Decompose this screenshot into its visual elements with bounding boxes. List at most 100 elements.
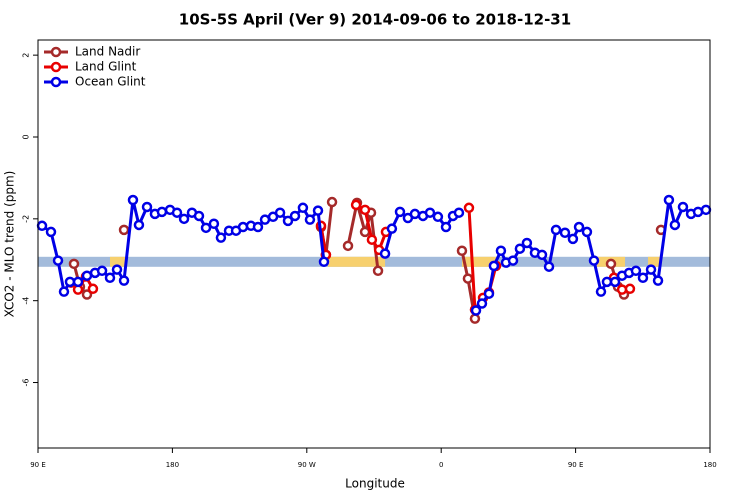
- legend-marker: [50, 46, 62, 58]
- data-point: [462, 273, 474, 284]
- data-point: [372, 265, 384, 277]
- data-point: [432, 211, 444, 223]
- data-point: [645, 264, 657, 275]
- data-point: [366, 234, 378, 245]
- x-tick-label: 90 W: [298, 461, 316, 469]
- data-point: [453, 207, 465, 218]
- data-point: [495, 245, 507, 257]
- data-point: [68, 258, 80, 270]
- data-point: [118, 275, 130, 286]
- data-point: [274, 207, 286, 218]
- data-point: [104, 272, 116, 284]
- data-point: [652, 275, 664, 286]
- data-point: [215, 232, 227, 243]
- data-point: [259, 214, 271, 225]
- data-point: [200, 222, 212, 234]
- chart-title: 10S-5S April (Ver 9) 2014-09-06 to 2018-…: [179, 11, 571, 29]
- data-point: [588, 255, 600, 266]
- data-point: [193, 210, 205, 222]
- y-tick-label: 0: [22, 134, 31, 139]
- data-point: [178, 213, 190, 225]
- data-point: [326, 196, 338, 208]
- data-point: [312, 205, 324, 216]
- data-point: [64, 276, 76, 288]
- y-tick-label: 2: [22, 53, 31, 58]
- data-point: [637, 272, 649, 284]
- legend-label: Land Nadir: [75, 45, 140, 59]
- data-point: [72, 276, 84, 288]
- data-point: [45, 226, 57, 238]
- y-tick-label: -2: [22, 215, 31, 223]
- land-band: [648, 256, 660, 267]
- data-point: [663, 194, 675, 206]
- data-point: [601, 276, 613, 288]
- data-point: [58, 286, 70, 297]
- data-point: [36, 220, 48, 232]
- x-tick-label: 0: [439, 461, 443, 469]
- data-point: [156, 206, 168, 218]
- y-axis-label: XCO2 - MLO trend (ppm): [3, 171, 17, 318]
- data-point: [514, 243, 526, 254]
- data-point: [521, 237, 533, 249]
- data-point: [304, 214, 316, 225]
- data-point: [141, 201, 153, 213]
- data-point: [669, 219, 681, 231]
- data-point: [127, 194, 139, 206]
- data-point: [289, 210, 301, 222]
- data-point: [394, 206, 406, 218]
- data-point: [476, 298, 488, 309]
- data-point: [440, 221, 452, 233]
- data-point: [386, 223, 398, 234]
- data-point: [536, 249, 548, 261]
- data-point: [456, 245, 468, 257]
- data-point: [237, 221, 249, 233]
- data-point: [133, 219, 145, 231]
- data-point: [81, 270, 93, 281]
- y-tick-label: -4: [22, 297, 31, 305]
- data-point: [118, 224, 130, 236]
- land-band: [109, 256, 126, 267]
- data-point: [595, 286, 607, 297]
- x-tick-label: 90 E: [30, 461, 46, 469]
- data-point: [677, 201, 689, 213]
- x-axis-label: Longitude: [345, 477, 405, 491]
- data-point: [318, 256, 330, 268]
- x-tick-label: 180: [166, 461, 179, 469]
- data-point: [297, 202, 309, 214]
- data-point: [630, 265, 642, 277]
- legend-marker: [50, 76, 62, 88]
- data-point: [282, 215, 294, 227]
- data-point: [350, 199, 362, 211]
- data-point: [409, 208, 421, 220]
- data-point: [507, 255, 519, 266]
- legend-marker: [50, 61, 62, 73]
- data-point: [469, 313, 481, 324]
- data-point: [171, 207, 183, 218]
- data-point: [87, 283, 99, 295]
- land-band: [461, 256, 498, 267]
- data-point: [624, 283, 636, 295]
- data-point: [379, 248, 391, 259]
- legend-label: Land Glint: [75, 60, 137, 74]
- plot-frame: [37, 39, 711, 449]
- data-point: [359, 226, 371, 238]
- x-tick-label: 90 E: [568, 461, 584, 469]
- data-point: [111, 264, 123, 275]
- land-band: [328, 256, 386, 267]
- y-tick-label: -6: [22, 379, 31, 387]
- data-point: [609, 276, 621, 288]
- data-point: [470, 305, 482, 316]
- data-point: [605, 258, 617, 270]
- data-point: [359, 204, 371, 216]
- data-point: [573, 221, 585, 233]
- data-point: [550, 224, 562, 236]
- data-point: [96, 265, 108, 277]
- data-point: [208, 218, 220, 229]
- data-point: [252, 221, 264, 233]
- data-point: [543, 261, 555, 272]
- data-point: [700, 204, 712, 216]
- data-point: [581, 226, 593, 238]
- legend-label: Ocean Glint: [75, 75, 146, 89]
